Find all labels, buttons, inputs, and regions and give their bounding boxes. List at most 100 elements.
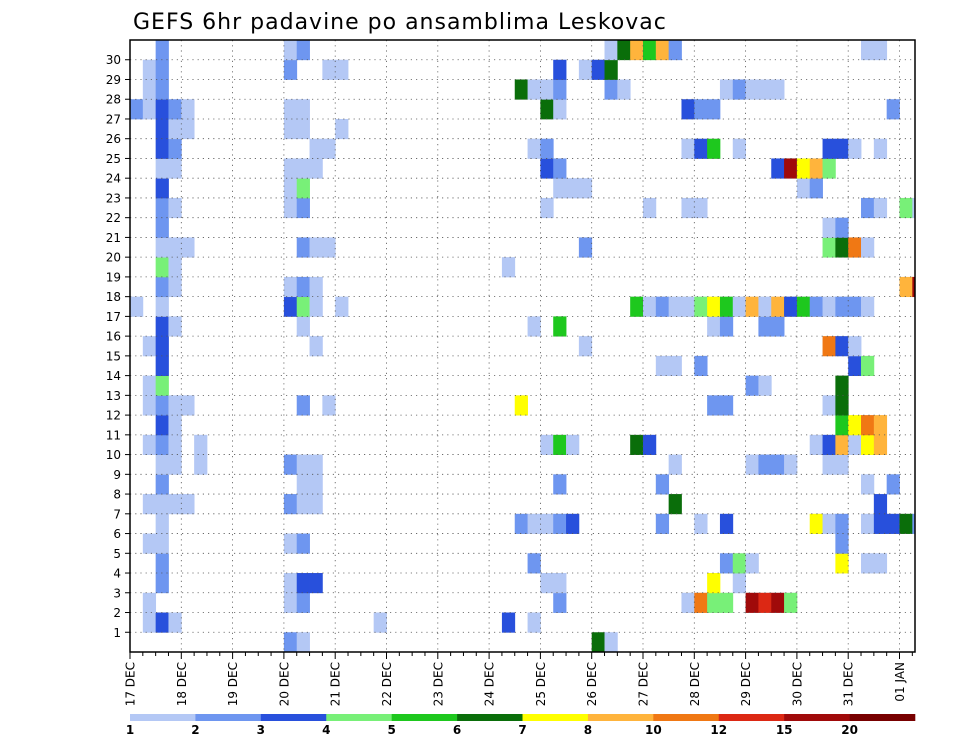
heatmap-cell [848, 237, 862, 258]
x-tick-label: 27 DEC [637, 662, 651, 706]
heatmap-cell [578, 178, 593, 199]
heatmap-cell [540, 573, 554, 594]
heatmap-cell [771, 316, 785, 337]
heatmap-cell [283, 632, 298, 653]
heatmap-cell [155, 138, 169, 159]
heatmap-cell [283, 40, 298, 61]
heatmap-cell [142, 79, 157, 100]
x-tick-label: 18 DEC [175, 662, 189, 706]
heatmap-cell [142, 336, 157, 357]
heatmap-cell [796, 178, 811, 199]
heatmap-cell [181, 395, 195, 416]
heatmap-cell [822, 454, 836, 475]
heatmap-cell [809, 158, 823, 179]
heatmap-cell [707, 99, 721, 120]
heatmap-cell [630, 434, 644, 455]
y-tick-label: 1 [113, 626, 121, 640]
x-tick-label: 31 DEC [842, 662, 856, 706]
heatmap-cell [155, 355, 169, 377]
color-scale-label: 12 [710, 723, 727, 737]
heatmap-cell [822, 395, 836, 416]
x-tick-label: 21 DEC [329, 662, 343, 706]
heatmap-cell [283, 454, 298, 475]
y-tick-label: 16 [106, 330, 121, 344]
heatmap-cell [861, 237, 875, 258]
heatmap-cell [591, 59, 605, 80]
heatmap-cell [194, 434, 208, 455]
heatmap-cell [553, 434, 567, 455]
heatmap-cell [155, 59, 169, 80]
heatmap-cell [283, 276, 298, 298]
heatmap-cell [835, 395, 849, 416]
heatmap-cell [130, 99, 144, 120]
heatmap-cell [168, 138, 182, 159]
color-scale-swatch [849, 714, 916, 721]
heatmap-cell [655, 513, 670, 534]
heatmap-cell [309, 474, 323, 495]
heatmap-cell [873, 197, 888, 219]
heatmap-cell [553, 59, 567, 80]
heatmap-cell [835, 296, 849, 317]
y-tick-label: 6 [113, 527, 121, 541]
heatmap-cell [296, 395, 310, 416]
heatmap-cell [861, 40, 875, 61]
heatmap-cell [643, 296, 657, 317]
heatmap-cell [296, 178, 310, 199]
heatmap-cell [873, 434, 888, 455]
color-scale-swatch [130, 714, 196, 721]
heatmap-cell [694, 592, 708, 613]
heatmap-cell [835, 415, 849, 436]
y-tick-label: 22 [106, 211, 121, 225]
heatmap-cell [861, 434, 875, 455]
heatmap-cell [155, 40, 169, 61]
heatmap-cell [283, 99, 298, 120]
heatmap-cell [168, 158, 182, 179]
heatmap-cell [758, 79, 772, 100]
heatmap-cell [771, 454, 785, 475]
y-tick-label: 19 [106, 270, 121, 284]
heatmap-cell [283, 59, 298, 80]
heatmap-cell [373, 612, 387, 633]
heatmap-cell [578, 336, 593, 357]
heatmap-cell [155, 415, 169, 436]
heatmap-cell [540, 513, 554, 534]
heatmap-cell [861, 474, 875, 495]
heatmap-cell [835, 237, 849, 258]
heatmap-cell [758, 316, 772, 337]
x-tick-label: 24 DEC [483, 662, 497, 706]
heatmap-cell [181, 494, 195, 515]
heatmap-cell [296, 316, 310, 337]
heatmap-cell [527, 316, 541, 337]
heatmap-cell [296, 99, 310, 120]
heatmap-cell [835, 553, 849, 574]
heatmap-cell [181, 118, 195, 140]
heatmap-cell [553, 316, 567, 337]
heatmap-cell [835, 138, 849, 159]
heatmap-cell [758, 454, 772, 475]
heatmap-cell [155, 197, 169, 219]
heatmap-cell [540, 138, 554, 159]
heatmap-cell [655, 355, 670, 377]
heatmap-cell [168, 257, 182, 278]
heatmap-cell [296, 296, 310, 317]
heatmap-cell [694, 513, 708, 534]
heatmap-cell [719, 592, 734, 613]
heatmap-cell [681, 99, 695, 120]
heatmap-cell [873, 553, 888, 574]
heatmap-cell [335, 118, 349, 140]
heatmap-cell [848, 296, 862, 317]
heatmap-cell [181, 99, 195, 120]
heatmap-cell [861, 513, 875, 534]
heatmap-cell [861, 296, 875, 317]
heatmap-cell [784, 592, 798, 613]
heatmap-cell [822, 237, 836, 258]
heatmap-cell [681, 138, 695, 159]
heatmap-cell [296, 158, 310, 179]
heatmap-cell [296, 237, 310, 258]
heatmap-cell [732, 79, 746, 100]
heatmap-cell [309, 336, 323, 357]
heatmap-cell [835, 454, 849, 475]
heatmap-cell [861, 197, 875, 219]
heatmap-cell [578, 59, 593, 80]
heatmap-cell [707, 592, 721, 613]
